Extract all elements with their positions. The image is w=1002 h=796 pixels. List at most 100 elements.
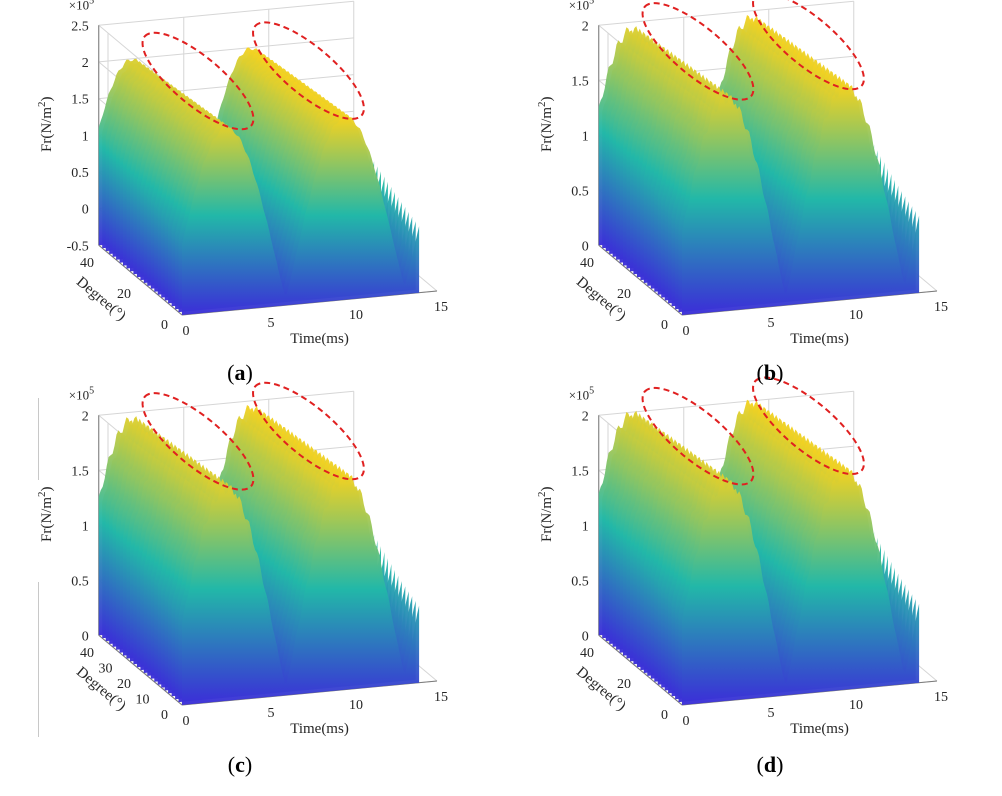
x-tick-label-3: 15 [934,690,948,705]
x-tick-label-2: 10 [349,698,363,713]
z-tick-label-2: 1 [82,519,89,534]
z-tick-label-4: 2 [82,409,89,424]
highlight-ellipse-0 [141,392,255,491]
z-tick-label-0: -0.5 [67,239,89,254]
caption-b: (b) [756,360,784,385]
highlight-ellipses-b [641,0,865,101]
caption-c: (c) [227,752,253,777]
highlight-ellipse-1 [252,381,365,481]
x-tick-label-2: 10 [849,308,863,323]
x-tick-label-0: 0 [683,714,690,729]
highlight-ellipses-d [641,376,865,486]
z-tick-label-1: 0.5 [571,184,589,199]
y-tick-label-4: 40 [80,646,94,661]
y-tick-label-0: 0 [161,708,168,723]
z-tick-label-0: 0 [582,629,589,644]
y-tick-label-0: 0 [161,318,168,333]
x-tick-label-0: 0 [183,324,190,339]
x-axis-label: Time(ms) [290,721,349,737]
grid-line-z-back-4 [98,390,354,416]
z-tick-label-3: 1 [82,129,89,144]
x-tick-label-1: 5 [768,316,775,331]
z-axis-label: Fr(N/m2) [36,97,55,153]
exponent-label: ×105 [69,0,94,12]
surface-chart-svg-a: -0.5 0 0.5 1 1.5 2 2.5 0 5 10 15 0 20 40 ×105 Fr(N/m2) T… [36,0,448,347]
surface-slice-0 [182,473,420,705]
exponent-label: ×105 [569,0,594,12]
z-tick-label-3: 1.5 [571,74,589,89]
surface-slice-0 [182,116,420,315]
x-tick-label-2: 10 [349,308,363,323]
surface-b [598,15,920,315]
z-tick-label-4: 2 [582,409,589,424]
y-tick-label-2: 20 [117,677,131,692]
surface-slice-0 [682,467,920,705]
x-axis-label: Time(ms) [790,721,849,737]
y-tick-label-2: 40 [580,256,594,271]
highlight-ellipse-1 [252,21,365,120]
y-tick-label-2: 40 [80,256,94,271]
x-axis-label: Time(ms) [290,331,349,347]
z-tick-label-6: 2.5 [71,19,89,34]
chart-panel-c: 0 0.5 1 1.5 2 0 5 10 15 0 10 20 30 40 ×105 Fr(N/m2) Time… [36,381,520,755]
z-tick-label-0: 0 [582,239,589,254]
highlight-ellipses-c [141,381,365,491]
left-edge-mark-top [38,398,39,480]
z-tick-label-2: 1 [582,129,589,144]
z-tick-label-3: 1.5 [571,464,589,479]
highlight-ellipse-0 [641,2,755,101]
z-tick-label-1: 0.5 [71,574,89,589]
y-tick-label-1: 20 [617,677,631,692]
z-tick-label-4: 1.5 [71,93,89,108]
y-tick-label-1: 20 [617,287,631,302]
surface-c [98,405,420,705]
x-tick-label-3: 15 [434,690,448,705]
y-tick-label-2: 40 [580,646,594,661]
z-axis-label: Fr(N/m2) [36,487,55,543]
exponent-label: ×105 [69,385,94,402]
surface-chart-svg-b: 00.511.5205101502040×105Fr(N/m2)Time(ms)… [536,0,948,347]
surface-d [598,399,920,705]
y-tick-label-0: 0 [661,318,668,333]
left-edge-mark-bottom [38,582,39,737]
x-tick-label-0: 0 [183,714,190,729]
z-tick-label-2: 1 [582,519,589,534]
surface-chart-svg-d: 00.511.5205101502040×105Fr(N/m2)Time(ms)… [536,376,948,737]
z-tick-label-5: 2 [82,56,89,71]
z-axis-label: Fr(N/m2) [536,487,555,543]
y-tick-label-1: 10 [136,693,150,708]
exponent-label: ×105 [569,385,594,402]
highlight-ellipse-0 [641,386,755,486]
z-tick-label-1: 0.5 [571,574,589,589]
grid-line-z-back-4 [598,0,854,26]
surface-chart-svg-c: 00.511.52051015010203040×105Fr(N/m2)Time… [36,381,448,737]
y-tick-label-0: 0 [661,708,668,723]
y-tick-label-3: 30 [99,662,113,677]
z-tick-label-2: 0.5 [71,166,89,181]
surface-slice-0 [682,83,920,315]
y-tick-label-1: 20 [117,287,131,302]
z-tick-label-3: 1.5 [71,464,89,479]
chart-panel-a: -0.5 0 0.5 1 1.5 2 2.5 0 5 10 15 0 20 40 ×105 Fr(N/m2) T… [36,0,520,365]
caption-a: (a) [227,360,253,385]
x-tick-label-3: 15 [934,300,948,315]
caption-d: (d) [756,752,784,777]
x-tick-label-2: 10 [849,698,863,713]
grid-line-z-back-5 [98,37,354,63]
highlight-ellipse-0 [141,31,255,131]
x-tick-label-1: 5 [768,706,775,721]
highlight-ellipses-a [141,21,365,131]
x-tick-label-1: 5 [268,316,275,331]
surface-a [98,47,420,315]
z-tick-label-0: 0 [82,629,89,644]
grid-line-z-back-6 [98,0,354,26]
z-tick-label-1: 0 [82,203,89,218]
x-axis-label: Time(ms) [790,331,849,347]
highlight-ellipse-1 [752,376,865,476]
chart-panel-b: 0 0.5 1 1.5 2 0 5 10 15 0 20 40 ×105 Fr(N/m2) Time(ms)… [536,0,1002,365]
x-tick-label-3: 15 [434,300,448,315]
grid-line-z-back-4 [598,390,854,416]
x-tick-label-0: 0 [683,324,690,339]
z-axis-label: Fr(N/m2) [536,97,555,153]
chart-panel-d: 0 0.5 1 1.5 2 0 5 10 15 0 20 40 ×105 Fr(N/m2) Time(ms)… [536,376,1002,755]
